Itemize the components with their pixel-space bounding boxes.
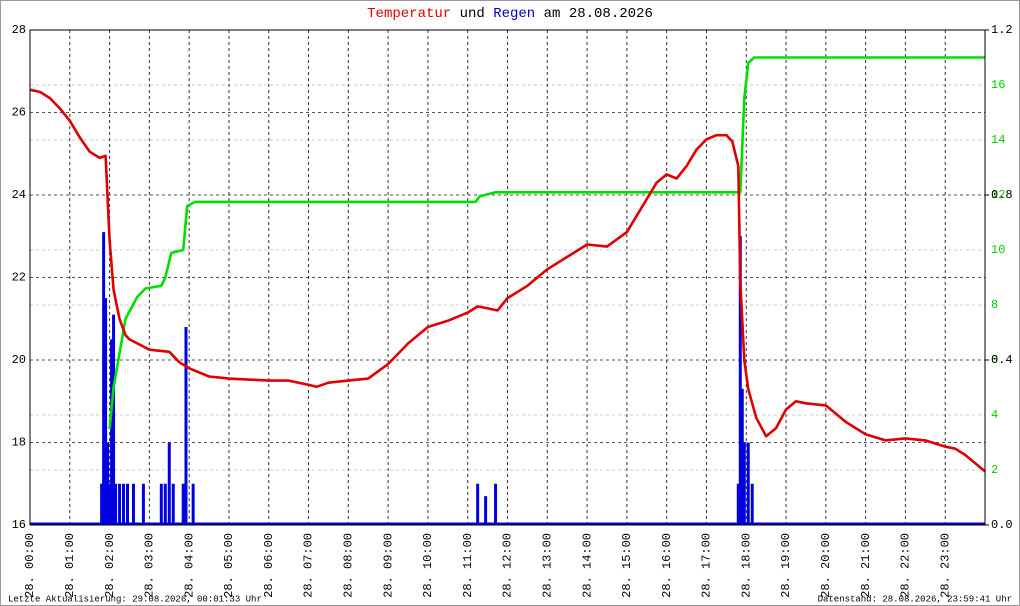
x-tick-label: 28. 00:00 <box>23 533 37 598</box>
x-tick-label: 28. 02:00 <box>103 533 117 598</box>
x-tick-label: 28. 04:00 <box>182 533 196 598</box>
x-tick-label: 28. 03:00 <box>143 533 157 598</box>
rain-bar <box>102 232 106 525</box>
rain-bar <box>494 483 498 525</box>
chart-title: Temperatur und Regen am 28.08.2026 <box>367 6 653 22</box>
rain-bar <box>736 483 740 525</box>
rain-bar <box>184 327 188 525</box>
rain-bar <box>163 483 167 525</box>
rain-bar <box>131 483 135 525</box>
rain-bar <box>106 442 110 525</box>
x-tick-label: 28. 01:00 <box>63 533 77 598</box>
x-tick-label: 28. 08:00 <box>342 533 356 598</box>
rain-bar <box>118 483 122 525</box>
x-tick-label: 28. 15:00 <box>620 533 634 598</box>
y-tick-label: 28 <box>12 23 26 37</box>
rain-bar <box>122 483 126 525</box>
title-part: Regen <box>493 6 535 22</box>
x-tick-label: 28. 13:00 <box>540 533 554 598</box>
rain-bar <box>159 483 163 525</box>
title-part: am 28.08.2026 <box>544 6 653 22</box>
rain-bar <box>746 442 750 525</box>
rain-bar <box>484 496 488 525</box>
y3-tick-label: 14 <box>991 133 1005 147</box>
rain-bar <box>750 483 754 525</box>
rain-bar <box>104 298 108 525</box>
x-tick-label: 28. 20:00 <box>819 533 833 598</box>
rain-bar <box>742 442 746 525</box>
rain-bar <box>108 483 112 525</box>
y2-tick-label: 0.4 <box>991 353 1013 367</box>
footer-right: Datenstand: 28.08.2026, 23:59:41 Uhr <box>818 594 1012 604</box>
rain-bar <box>167 442 171 525</box>
rain-bar <box>191 483 195 525</box>
y-tick-label: 22 <box>12 271 26 285</box>
x-tick-label: 28. 16:00 <box>660 533 674 598</box>
title-part: Temperatur <box>367 6 451 22</box>
rain-bar <box>171 483 175 525</box>
rain-bar <box>181 483 185 525</box>
title-part: und <box>460 6 485 22</box>
x-tick-label: 28. 17:00 <box>700 533 714 598</box>
series-line <box>29 88 986 473</box>
x-tick-label: 28. 19:00 <box>779 533 793 598</box>
y3-tick-label: 12 <box>991 188 1005 202</box>
y2-tick-label: 0.8 <box>991 188 1013 202</box>
y3-tick-label: 16 <box>991 78 1005 92</box>
rain-bar <box>738 236 742 525</box>
y-tick-label: 20 <box>12 353 26 367</box>
rain-bar <box>141 483 145 525</box>
rain-bar <box>125 483 129 525</box>
rain-bar <box>114 483 118 525</box>
footer-left: Letzte Aktualisierung: 29.08.2026, 00:01… <box>8 594 262 604</box>
y3-tick-label: 2 <box>991 463 998 477</box>
series-line <box>108 56 985 429</box>
y-tick-label: 26 <box>12 106 26 120</box>
rain-bar <box>740 388 744 525</box>
x-tick-label: 28. 23:00 <box>938 533 952 598</box>
x-tick-label: 28. 14:00 <box>580 533 594 598</box>
rain-bar <box>112 314 116 525</box>
x-tick-label: 28. 06:00 <box>262 533 276 598</box>
y-tick-label: 24 <box>12 188 26 202</box>
x-tick-label: 28. 12:00 <box>501 533 515 598</box>
y3-tick-label: 10 <box>991 243 1005 257</box>
y3-tick-label: 6 <box>991 353 998 367</box>
x-tick-label: 28. 22:00 <box>899 533 913 598</box>
plot-border <box>29 29 986 526</box>
y2-tick-label: 1.2 <box>991 23 1013 37</box>
y2-tick-label: 0.0 <box>991 518 1013 532</box>
rain-bar <box>100 483 104 525</box>
x-tick-label: 28. 07:00 <box>302 533 316 598</box>
x-tick-label: 28. 11:00 <box>461 533 475 598</box>
y-tick-label: 16 <box>12 518 26 532</box>
x-tick-label: 28. 09:00 <box>381 533 395 598</box>
x-tick-label: 28. 05:00 <box>222 533 236 598</box>
x-tick-label: 28. 21:00 <box>859 533 873 598</box>
y3-tick-label: 8 <box>991 298 998 312</box>
x-tick-label: 28. 10:00 <box>421 533 435 598</box>
y3-tick-label: 4 <box>991 408 998 422</box>
rain-bar <box>476 483 480 525</box>
rain-bar <box>110 339 114 525</box>
x-tick-label: 28. 18:00 <box>739 533 753 598</box>
y-tick-label: 18 <box>12 436 26 450</box>
